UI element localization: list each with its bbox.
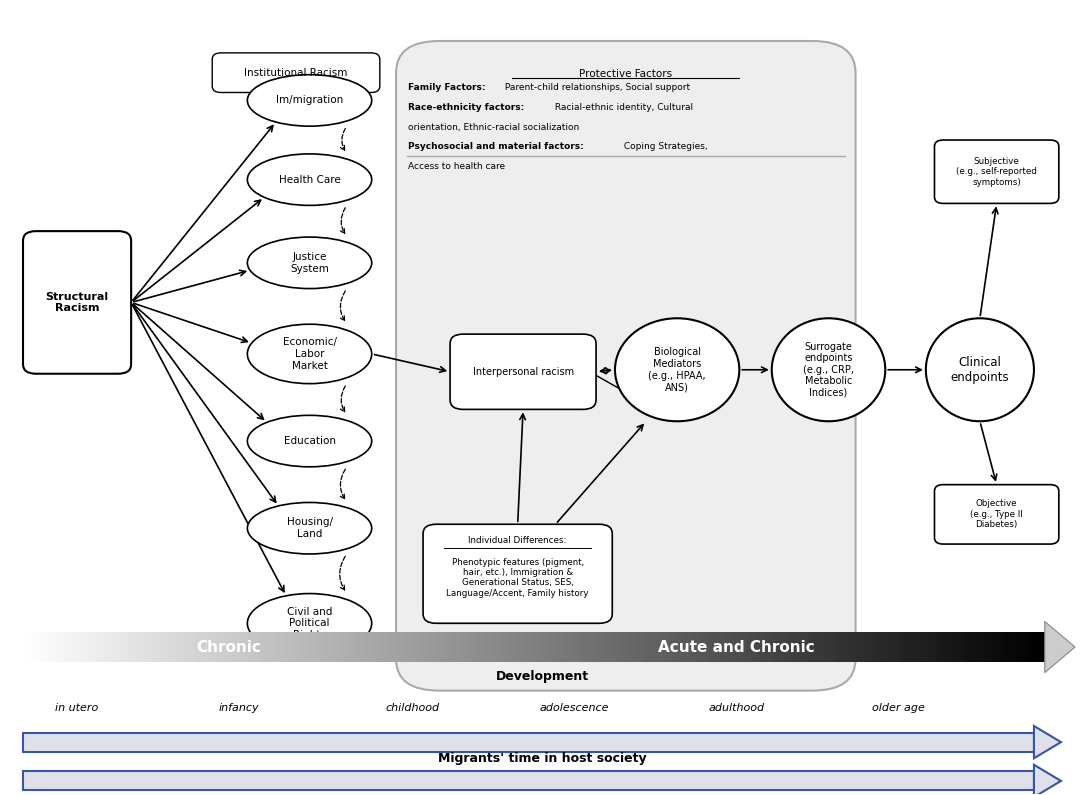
Ellipse shape	[926, 318, 1034, 421]
Text: Objective
(e.g., Type II
Diabetes): Objective (e.g., Type II Diabetes)	[970, 499, 1023, 529]
Text: Im/migration: Im/migration	[276, 95, 344, 106]
FancyBboxPatch shape	[396, 41, 855, 691]
Bar	[23, 771, 1034, 790]
Text: Parent-child relationships, Social support: Parent-child relationships, Social suppo…	[502, 83, 691, 92]
Text: adolescence: adolescence	[540, 703, 609, 713]
FancyBboxPatch shape	[23, 231, 131, 374]
Text: Interpersonal racism: Interpersonal racism	[473, 366, 573, 377]
FancyBboxPatch shape	[934, 140, 1059, 204]
Text: Education: Education	[284, 436, 336, 446]
Ellipse shape	[247, 154, 372, 205]
Ellipse shape	[247, 324, 372, 384]
Text: in utero: in utero	[55, 703, 99, 713]
Text: childhood: childhood	[385, 703, 439, 713]
FancyBboxPatch shape	[212, 53, 379, 92]
Text: Individual Differences:: Individual Differences:	[468, 536, 567, 545]
Text: Biological
Mediators
(e.g., HPAA,
ANS): Biological Mediators (e.g., HPAA, ANS)	[648, 347, 706, 392]
Text: Development: Development	[495, 670, 589, 683]
Text: Protective Factors: Protective Factors	[579, 68, 672, 79]
Text: Race-ethnicity factors:: Race-ethnicity factors:	[408, 103, 525, 112]
Text: Justice
System: Justice System	[291, 252, 328, 273]
Text: Access to health care: Access to health care	[408, 162, 505, 171]
Text: Coping Strategies,: Coping Strategies,	[621, 142, 708, 151]
Ellipse shape	[247, 594, 372, 653]
Text: Migrants' time in host society: Migrants' time in host society	[438, 752, 646, 766]
Text: infancy: infancy	[219, 703, 259, 713]
Text: Psychosocial and material factors:: Psychosocial and material factors:	[408, 142, 583, 151]
Polygon shape	[1034, 765, 1061, 795]
Text: Chronic: Chronic	[196, 639, 261, 654]
Text: Structural
Racism: Structural Racism	[46, 292, 108, 313]
Ellipse shape	[247, 75, 372, 126]
FancyBboxPatch shape	[450, 334, 596, 409]
Ellipse shape	[247, 502, 372, 554]
Text: Subjective
(e.g., self-reported
symptoms): Subjective (e.g., self-reported symptoms…	[956, 157, 1037, 187]
Ellipse shape	[247, 237, 372, 289]
FancyBboxPatch shape	[934, 485, 1059, 544]
Bar	[23, 733, 1034, 751]
FancyBboxPatch shape	[423, 524, 612, 623]
Text: Health Care: Health Care	[279, 175, 340, 184]
Text: Civil and
Political
Rights: Civil and Political Rights	[287, 607, 332, 640]
Polygon shape	[1045, 622, 1075, 673]
Ellipse shape	[772, 318, 886, 421]
Text: Acute and Chronic: Acute and Chronic	[658, 639, 815, 654]
Text: Family Factors:: Family Factors:	[408, 83, 486, 92]
Ellipse shape	[615, 318, 739, 421]
Text: Housing/
Land: Housing/ Land	[286, 518, 333, 539]
Text: Phenotypic features (pigment,
hair, etc.), Immigration &
Generational Status, SE: Phenotypic features (pigment, hair, etc.…	[447, 557, 589, 598]
Text: Clinical
endpoints: Clinical endpoints	[951, 356, 1009, 384]
Text: orientation, Ethnic-racial socialization: orientation, Ethnic-racial socialization	[408, 122, 579, 132]
Text: adulthood: adulthood	[709, 703, 764, 713]
Text: Institutional Racism: Institutional Racism	[244, 68, 348, 78]
Text: Racial-ethnic identity, Cultural: Racial-ethnic identity, Cultural	[552, 103, 694, 112]
Text: Surrogate
endpoints
(e.g., CRP,
Metabolic
Indices): Surrogate endpoints (e.g., CRP, Metaboli…	[803, 342, 854, 398]
Polygon shape	[1034, 726, 1061, 758]
Text: older age: older age	[873, 703, 926, 713]
Ellipse shape	[247, 415, 372, 467]
Text: Economic/
Labor
Market: Economic/ Labor Market	[283, 337, 336, 370]
